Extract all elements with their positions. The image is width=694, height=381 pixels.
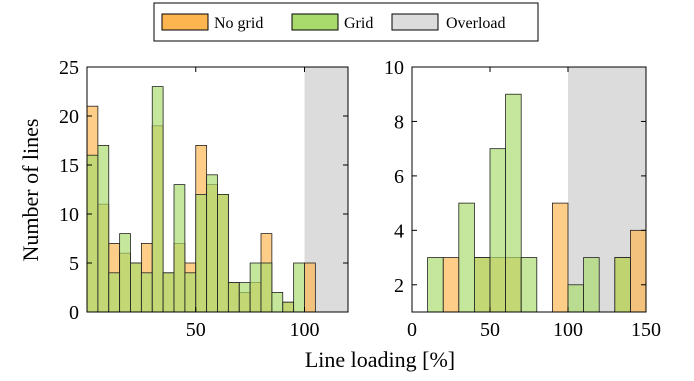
bars-grid-left — [86, 86, 305, 313]
bar-grid — [195, 193, 208, 313]
bar-grid — [282, 301, 295, 313]
x-tick-label: 100 — [553, 319, 583, 341]
bar-grid — [206, 174, 218, 313]
legend: No grid Grid Overload — [153, 2, 539, 42]
ticks-right: 0 50 100 150 2 4 6 8 10 — [384, 57, 661, 341]
legend-swatch-no-grid — [161, 13, 209, 31]
bar-grid — [489, 148, 507, 313]
chart-panel-left: 50 100 0 5 10 15 20 25 — [59, 57, 349, 341]
y-tick-label: 20 — [59, 106, 79, 128]
bar-no-grid — [442, 257, 460, 313]
bar-grid — [458, 202, 475, 313]
legend-swatch-grid — [291, 13, 339, 31]
bar-grid — [217, 193, 229, 313]
bar-grid — [293, 262, 305, 313]
bars-grid-right — [427, 93, 631, 313]
y-tick-label: 5 — [69, 253, 79, 275]
y-tick-label: 10 — [384, 57, 404, 79]
ticks-left: 50 100 0 5 10 15 20 25 — [59, 57, 348, 341]
bar-grid — [427, 257, 444, 313]
x-tick-label: 150 — [631, 319, 661, 341]
bar-no-grid — [630, 229, 647, 313]
bar-grid — [567, 284, 585, 313]
bar-grid — [151, 86, 164, 313]
legend-label-no-grid: No grid — [214, 15, 263, 32]
chart-panel-right: 0 50 100 150 2 4 6 8 10 — [384, 57, 661, 341]
bar-grid — [227, 282, 240, 313]
y-axis-title: Number of lines — [18, 119, 43, 262]
legend-box — [153, 2, 539, 42]
bar-grid — [505, 93, 522, 313]
bar-grid — [173, 184, 186, 313]
plot-frame-left — [86, 66, 349, 313]
bar-grid — [614, 257, 631, 313]
legend-label-grid: Grid — [344, 15, 373, 32]
x-tick-label: 0 — [407, 319, 417, 341]
y-tick-label: 0 — [69, 302, 79, 324]
bar-grid — [271, 291, 284, 313]
bar-grid — [140, 272, 153, 313]
y-tick-label: 8 — [394, 111, 404, 133]
bar-no-grid — [304, 262, 316, 313]
bar-grid — [97, 144, 110, 313]
bar-grid — [238, 282, 251, 313]
bar-grid — [260, 262, 273, 313]
bar-grid — [520, 257, 538, 313]
legend-swatch-overload — [391, 13, 439, 31]
y-tick-label: 25 — [59, 57, 79, 79]
x-tick-label: 50 — [186, 319, 206, 341]
x-tick-label: 100 — [290, 319, 320, 341]
y-tick-label: 6 — [394, 166, 404, 188]
bar-grid — [130, 262, 142, 313]
bar-grid — [184, 272, 197, 313]
bar-grid — [583, 257, 600, 313]
legend-label-overload: Overload — [446, 15, 506, 32]
bar-grid — [108, 272, 121, 313]
bar-grid — [249, 262, 262, 313]
y-tick-label: 2 — [394, 275, 404, 297]
x-tick-label: 50 — [480, 319, 500, 341]
bar-grid — [86, 154, 99, 313]
bar-grid — [473, 257, 491, 313]
x-axis-title: Line loading [%] — [305, 347, 455, 372]
y-tick-label: 15 — [59, 155, 79, 177]
bar-grid — [119, 233, 131, 313]
y-tick-label: 10 — [59, 204, 79, 226]
plot-frame-right — [411, 66, 647, 313]
y-tick-label: 4 — [394, 220, 404, 242]
bar-grid — [162, 272, 175, 313]
bar-no-grid — [552, 202, 569, 313]
